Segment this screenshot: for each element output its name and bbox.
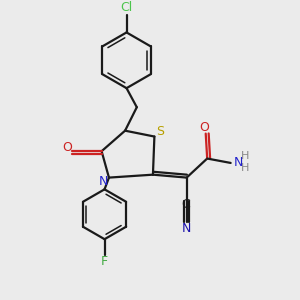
Text: Cl: Cl — [120, 1, 133, 14]
Text: N: N — [234, 156, 244, 170]
Text: O: O — [199, 121, 209, 134]
Text: O: O — [62, 141, 72, 154]
Text: N: N — [99, 175, 108, 188]
Text: H: H — [241, 163, 249, 173]
Text: H: H — [241, 152, 249, 161]
Text: F: F — [101, 255, 108, 268]
Text: S: S — [156, 125, 164, 138]
Text: C: C — [182, 198, 190, 211]
Text: N: N — [182, 221, 191, 235]
